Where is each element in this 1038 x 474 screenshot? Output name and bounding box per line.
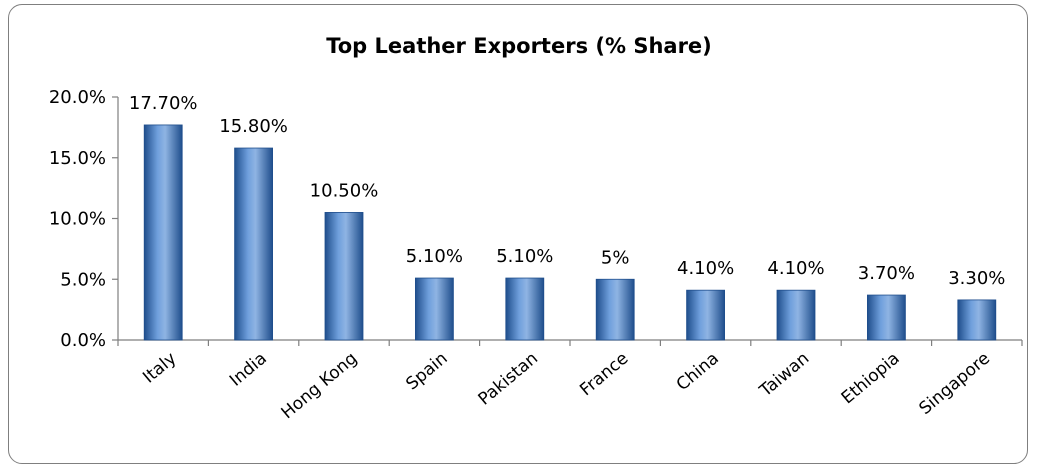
data-label: 5.10%	[406, 246, 463, 267]
x-tick-label: Hong Kong	[278, 349, 362, 424]
y-tick-label: 0.0%	[60, 330, 106, 351]
chart-title: Top Leather Exporters (% Share)	[326, 34, 712, 58]
x-tick-label: Taiwan	[755, 349, 813, 402]
bar	[867, 294, 906, 341]
bar	[324, 212, 364, 341]
y-tick-label: 10.0%	[49, 209, 106, 230]
bar	[595, 278, 635, 341]
data-label: 5%	[601, 247, 630, 268]
y-tick-label: 5.0%	[60, 269, 106, 290]
bar	[776, 289, 816, 341]
bar	[414, 277, 454, 341]
data-label: 5.10%	[496, 246, 553, 267]
x-tick-label: Singapore	[915, 349, 994, 419]
labels: 0.0% 5.0% 10.0% 15.0% 20.0% 17.70% Italy 15.80%…	[49, 87, 1006, 423]
x-tick-label: China	[673, 349, 723, 396]
data-label: 15.80%	[219, 116, 288, 137]
data-label: 4.10%	[677, 258, 734, 279]
bar	[957, 299, 997, 341]
x-tick-label: India	[226, 349, 271, 391]
data-label: 3.30%	[948, 268, 1005, 289]
bar	[143, 124, 183, 341]
x-tick-label: Spain	[402, 349, 451, 395]
data-label: 3.70%	[858, 263, 915, 284]
data-label: 10.50%	[310, 180, 379, 201]
bar	[505, 277, 545, 341]
bar	[234, 147, 274, 341]
bar	[686, 289, 725, 341]
x-tick-label: France	[576, 349, 632, 401]
x-tick-label: Pakistan	[475, 349, 542, 410]
y-tick-label: 20.0%	[49, 87, 106, 108]
data-label: 4.10%	[767, 258, 824, 279]
data-label: 17.70%	[129, 93, 198, 114]
x-tick-label: Italy	[139, 349, 180, 388]
y-tick-label: 15.0%	[49, 148, 106, 169]
x-tick-label: Ethiopia	[838, 349, 904, 409]
bars	[143, 124, 997, 341]
